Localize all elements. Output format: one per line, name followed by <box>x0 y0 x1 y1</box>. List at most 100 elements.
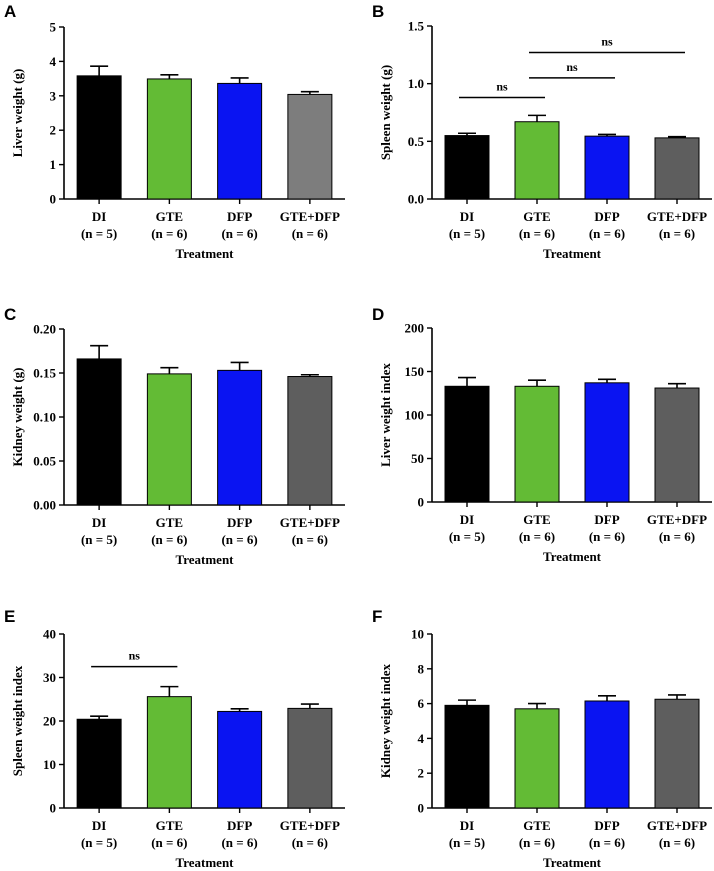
panel-a-category-label: DI <box>92 209 106 224</box>
panel-a-y-tick-label: 5 <box>50 20 57 35</box>
panel-c-bar <box>287 376 333 506</box>
panel-c-y-tick-label: 0.05 <box>33 454 56 469</box>
panel-d-category-label: DFP <box>594 512 619 527</box>
panel-c-y-tick-label: 0.15 <box>33 366 56 381</box>
panel-b-category-label: GTE <box>523 209 550 224</box>
panel-b-group-size-label: (n = 6) <box>659 226 695 241</box>
panel-e-group-size-label: (n = 6) <box>292 835 328 850</box>
panel-c-y-axis-title: Kidney weight (g) <box>10 368 25 467</box>
panel-a-letter: A <box>4 2 16 21</box>
panel-f-y-tick-label: 10 <box>411 627 424 642</box>
panel-e-significance-label: ns <box>129 649 141 663</box>
panel-b: B 0.0 0.5 1.0 1.5 Spleen weight (g) DI (n = 5)… <box>372 2 712 261</box>
panel-a-category-label: GTE+DFP <box>280 209 340 224</box>
panel-c-group-size-label: (n = 5) <box>81 532 117 547</box>
panel-f-group-size-label: (n = 6) <box>589 835 625 850</box>
panel-e-group-size-label: (n = 5) <box>81 835 117 850</box>
panel-a-category-label: DFP <box>227 209 252 224</box>
panel-d-bar <box>654 387 700 503</box>
panel-f-bar <box>584 700 630 809</box>
panel-f-letter: F <box>372 607 382 626</box>
panel-a-y-axis-title: Liver weight (g) <box>10 69 25 158</box>
panel-b-y-tick-label: 0.0 <box>408 192 424 207</box>
panel-b-significance-label: ns <box>566 60 578 74</box>
panel-b-group-size-label: (n = 6) <box>519 226 555 241</box>
panel-c-bar <box>217 369 263 506</box>
panel-b-category-label: DI <box>460 209 474 224</box>
panel-d-bar <box>444 385 490 503</box>
panel-d-category-label: DI <box>460 512 474 527</box>
panel-d-y-tick-label: 200 <box>405 321 425 336</box>
panel-f-bar <box>654 698 700 809</box>
panel-c-y-tick-label: 0.10 <box>33 410 56 425</box>
panel-b-category-label: GTE+DFP <box>647 209 707 224</box>
panel-f-category-label: DI <box>460 818 474 833</box>
panel-b-significance-label: ns <box>496 80 508 94</box>
panel-b-y-tick-label: 0.5 <box>408 134 425 149</box>
panel-f-chart: 0 2 4 6 8 10 Kidney weight index DI (n = 5) GTE (n… <box>378 627 712 870</box>
panel-f-group-size-label: (n = 6) <box>659 835 695 850</box>
panel-f-group-size-label: (n = 6) <box>519 835 555 850</box>
panel-c-category-label: GTE <box>156 515 183 530</box>
panel-a-x-axis-title: Treatment <box>176 246 235 261</box>
panel-e-bar <box>146 696 192 809</box>
panel-c-group-size-label: (n = 6) <box>221 532 257 547</box>
panel-d-group-size-label: (n = 6) <box>519 529 555 544</box>
panel-b-group-size-label: (n = 6) <box>589 226 625 241</box>
panel-f-y-tick-label: 6 <box>418 696 425 711</box>
panel-b-bar <box>444 135 490 200</box>
panel-e-y-tick-label: 10 <box>43 757 56 772</box>
panel-d-y-tick-label: 150 <box>405 364 425 379</box>
panel-f-x-axis-title: Treatment <box>543 855 602 870</box>
panel-e-y-tick-label: 40 <box>43 627 56 642</box>
panel-e-y-tick-label: 20 <box>43 714 56 729</box>
panel-a-group-size-label: (n = 6) <box>292 226 328 241</box>
panel-b-bar <box>654 137 700 200</box>
panel-c-y-tick-label: 0.20 <box>33 322 56 337</box>
panel-c-group-size-label: (n = 6) <box>292 532 328 547</box>
panel-a-category-label: GTE <box>156 209 183 224</box>
panel-f: F 0 2 4 6 8 10 Kidney weight index DI (n = 5) GTE… <box>372 607 712 870</box>
panel-d-y-tick-label: 0 <box>418 495 425 510</box>
panel-a-bar <box>146 78 192 200</box>
panel-f-y-axis-title: Kidney weight index <box>378 663 393 778</box>
panel-a-y-tick-label: 4 <box>50 54 57 69</box>
panel-d-y-axis-title: Liver weight index <box>378 363 393 467</box>
panel-e-letter: E <box>4 607 15 626</box>
panel-a: A 0 1 2 3 4 5 Liver weight (g) DI (n = 5) GTE (n =… <box>4 2 345 261</box>
panel-e-category-label: GTE+DFP <box>280 818 340 833</box>
panel-c-y-tick-label: 0.00 <box>33 498 56 513</box>
panel-c: C 0.00 0.05 0.10 0.15 0.20 Kidney weight (g) D… <box>4 305 345 567</box>
panel-f-category-label: GTE <box>523 818 550 833</box>
panel-d-letter: D <box>372 305 384 324</box>
panel-e-x-axis-title: Treatment <box>176 855 235 870</box>
panel-b-x-axis-title: Treatment <box>543 246 602 261</box>
panel-c-bar <box>76 358 122 506</box>
panel-c-letter: C <box>4 305 16 324</box>
panel-d-bar <box>514 385 560 503</box>
panel-b-y-tick-label: 1.5 <box>408 19 425 34</box>
panel-d-y-tick-label: 50 <box>411 451 424 466</box>
panel-a-chart: 0 1 2 3 4 5 Liver weight (g) DI (n = 5) GTE (n = 6… <box>10 20 345 261</box>
panel-b-bar <box>584 135 630 200</box>
panel-a-bar <box>217 82 263 200</box>
panel-f-y-tick-label: 8 <box>418 661 425 676</box>
panel-f-bar <box>444 704 490 809</box>
panel-d-chart: 0 50 100 150 200 Liver weight index DI (n = 5) G… <box>378 321 712 564</box>
panel-d-y-tick-label: 100 <box>405 408 425 423</box>
panel-e-bar <box>287 707 333 809</box>
panel-c-group-size-label: (n = 6) <box>151 532 187 547</box>
panel-f-y-tick-label: 4 <box>418 731 425 746</box>
panel-f-y-tick-label: 0 <box>418 801 425 816</box>
panel-e-y-tick-label: 0 <box>50 801 57 816</box>
panel-d-category-label: GTE+DFP <box>647 512 707 527</box>
panel-b-letter: B <box>372 2 384 21</box>
panel-d-category-label: GTE <box>523 512 550 527</box>
panel-e-bar <box>217 710 263 809</box>
panel-c-x-axis-title: Treatment <box>176 552 235 567</box>
panel-e-group-size-label: (n = 6) <box>151 835 187 850</box>
panel-e-category-label: DI <box>92 818 106 833</box>
panel-b-bar <box>514 121 560 200</box>
panel-c-chart: 0.00 0.05 0.10 0.15 0.20 Kidney weight (g) DI (… <box>10 322 345 567</box>
